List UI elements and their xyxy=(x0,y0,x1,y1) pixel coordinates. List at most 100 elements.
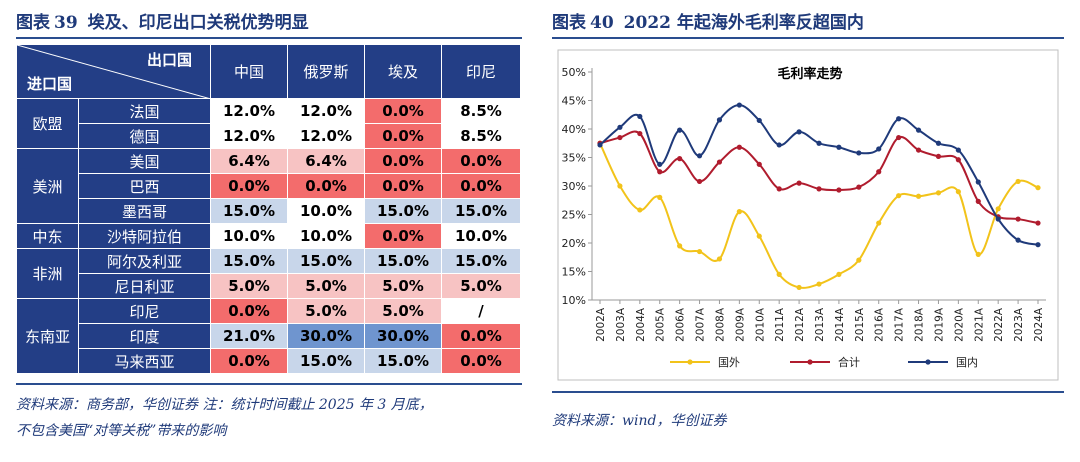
series-point-domestic xyxy=(637,113,643,120)
x-tick-label: 2013A xyxy=(814,307,826,342)
series-point-total xyxy=(736,144,742,150)
series-line-overseas xyxy=(599,142,1039,289)
x-tick-label: 2023A xyxy=(1013,307,1025,342)
right-title-rule xyxy=(552,37,1064,39)
y-tick-label: 15% xyxy=(562,266,586,279)
legend-label-domestic: 国内 xyxy=(956,355,978,369)
tariff-value-cell: 0.0% xyxy=(364,98,442,124)
series-point-domestic xyxy=(1035,242,1041,248)
right-title-num: 40 xyxy=(590,13,614,33)
tariff-value-cell: 5.0% xyxy=(287,273,365,299)
series-line-domestic xyxy=(599,104,1039,246)
y-tick-label: 45% xyxy=(562,95,586,108)
x-tick-label: 2010A xyxy=(754,307,766,342)
x-tick-label: 2012A xyxy=(794,307,806,342)
country-header: 印尼 xyxy=(441,44,521,99)
series-point-total xyxy=(915,147,922,153)
legend-marker-overseas xyxy=(687,359,693,365)
right-panel-title: 图表 40 2022 年起海外毛利率反超国内 xyxy=(552,8,864,36)
tariff-value-cell: 0.0% xyxy=(210,298,288,324)
tariff-value-cell: 30.0% xyxy=(364,323,442,349)
series-point-overseas xyxy=(955,189,961,195)
region-cell: 中东 xyxy=(16,223,79,249)
series-point-overseas xyxy=(856,257,862,263)
series-point-total xyxy=(955,157,961,163)
series-point-overseas xyxy=(716,256,723,262)
import-country-cell: 德国 xyxy=(78,123,211,149)
x-tick-label: 2024A xyxy=(1033,307,1045,342)
tariff-value-cell: 5.0% xyxy=(364,298,442,324)
corner-diagonal xyxy=(17,45,211,99)
tariff-value-cell: 8.5% xyxy=(441,123,521,149)
series-point-domestic xyxy=(876,146,882,152)
table-row: 东南亚 印尼 0.0% 5.0% 5.0% / xyxy=(16,298,521,374)
x-tick-label: 2003A xyxy=(615,307,627,342)
series-point-overseas xyxy=(816,281,822,287)
series-point-overseas xyxy=(1015,178,1021,185)
tariff-value-cell: 15.0% xyxy=(287,248,365,274)
region-cell: 欧盟 xyxy=(16,98,79,149)
tariff-value-cell: 10.0% xyxy=(441,223,521,249)
tariff-value-cell: 15.0% xyxy=(287,348,365,374)
tariff-value-cell: 5.0% xyxy=(441,273,521,299)
table-row: 美洲 美国 6.4% 6.4% 0.0% 0.0% xyxy=(16,148,521,224)
import-country-cell: 阿尔及利亚 xyxy=(78,248,211,274)
gross-margin-chart: 10% 15% 20% 25% 30% 35% 40% 45% 50% 2002A 2003A 200… xyxy=(557,49,1059,381)
legend-marker-total xyxy=(807,359,813,365)
series-point-domestic xyxy=(896,116,902,122)
series-point-domestic xyxy=(677,127,683,133)
series-point-total xyxy=(816,186,822,192)
legend-label-overseas: 国外 xyxy=(718,356,740,369)
tariff-value-cell: 12.0% xyxy=(287,98,365,124)
right-source-note: 资料来源：wind，华创证券 xyxy=(552,413,727,429)
tariff-value-cell: 12.0% xyxy=(210,123,288,149)
series-point-domestic xyxy=(836,144,842,150)
table-row: 德国 12.0% 12.0% 0.0% 8.5% xyxy=(17,123,521,149)
series-point-total xyxy=(896,134,902,141)
left-source-note: 资料来源：商务部，华创证券 注：统计时间截止 2025 年 3 月底， 不包含美… xyxy=(16,392,433,444)
series-point-total xyxy=(716,159,723,165)
series-point-overseas xyxy=(637,207,643,213)
import-country-cell: 马来西亚 xyxy=(78,348,211,374)
series-point-total xyxy=(756,161,762,167)
country-header: 中国 xyxy=(210,44,288,99)
table-row: 非洲 阿尔及利亚 15.0% 15.0% 15.0% 15.0% xyxy=(16,248,521,299)
y-tick-label: 20% xyxy=(562,237,586,250)
tariff-value-cell: 0.0% xyxy=(441,323,521,349)
x-tick-label: 2004A xyxy=(635,307,647,342)
left-bottom-rule xyxy=(16,383,522,385)
left-source-line2: 不包含美国“对等关税”带来的影响 xyxy=(16,423,227,439)
series-point-domestic xyxy=(597,142,603,148)
corner-import-label: 进口国 xyxy=(27,75,73,93)
right-bottom-rule xyxy=(552,391,1064,393)
tariff-value-cell: 5.0% xyxy=(210,273,288,299)
tariff-value-cell: 0.0% xyxy=(364,173,442,199)
tariff-value-cell: 6.4% xyxy=(287,148,365,174)
series-point-overseas xyxy=(975,251,981,257)
tariff-value-cell: 12.0% xyxy=(287,123,365,149)
right-title-text: 2022 年起海外毛利率反超国内 xyxy=(623,13,864,33)
tariff-value-cell: 5.0% xyxy=(364,273,442,299)
table-row: 巴西 0.0% 0.0% 0.0% 0.0% xyxy=(17,173,521,199)
tariff-value-cell: 15.0% xyxy=(441,248,521,274)
series-point-domestic xyxy=(856,150,862,156)
series-point-overseas xyxy=(796,284,802,291)
series-point-total xyxy=(696,178,703,185)
left-title-num: 39 xyxy=(54,13,78,33)
import-country-cell: 墨西哥 xyxy=(78,198,211,224)
x-tick-label: 2009A xyxy=(734,307,746,342)
table-row: 印度 21.0% 30.0% 30.0% 0.0% xyxy=(17,323,521,349)
x-tick-label: 2008A xyxy=(714,307,726,342)
corner-export-label: 出口国 xyxy=(146,51,192,69)
country-header: 埃及 xyxy=(364,44,442,99)
table-row: 欧盟 法国 12.0% 12.0% 0.0% 8.5% xyxy=(16,98,521,149)
series-point-domestic xyxy=(975,179,981,185)
left-source-line1: 资料来源：商务部，华创证券 注：统计时间截止 2025 年 3 月底， xyxy=(16,397,433,413)
table-row: 尼日利亚 5.0% 5.0% 5.0% 5.0% xyxy=(17,273,521,299)
table-row: 中东 沙特阿拉伯 10.0% 10.0% 0.0% 10.0% xyxy=(16,223,521,249)
tariff-value-cell: 0.0% xyxy=(364,148,442,174)
x-tick-label: 2011A xyxy=(774,307,786,342)
tariff-value-cell: 0.0% xyxy=(364,223,442,249)
import-country-cell: 法国 xyxy=(78,98,211,124)
series-point-overseas xyxy=(836,271,842,277)
